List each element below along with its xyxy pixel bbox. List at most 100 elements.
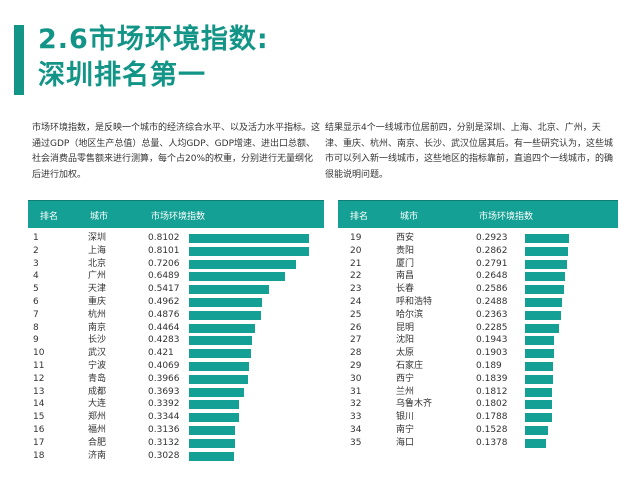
- header-city: 城市: [90, 212, 109, 222]
- city-cell: 西安: [396, 233, 415, 243]
- city-cell: 深圳: [88, 233, 107, 243]
- city-cell: 杭州: [88, 309, 107, 320]
- index-bar: [525, 374, 553, 384]
- index-bar: [189, 413, 239, 423]
- index-bar: [525, 234, 569, 243]
- index-bar: [525, 438, 546, 448]
- index-bar: [189, 361, 249, 371]
- table-row: 14 大连 0.3392: [28, 398, 324, 411]
- index-bar: [189, 336, 252, 346]
- index-bar: [525, 387, 552, 397]
- rank-cell: 2: [33, 245, 39, 256]
- rank-cell: 4: [33, 271, 39, 282]
- index-value-cell: 0.1528: [476, 424, 508, 435]
- index-value-cell: 0.4464: [148, 322, 180, 333]
- rank-cell: 7: [33, 309, 39, 320]
- city-cell: 南京: [88, 322, 107, 333]
- table-row: 7 杭州 0.4876: [28, 309, 324, 322]
- rank-cell: 16: [33, 424, 45, 435]
- index-value-cell: 0.5417: [148, 284, 180, 295]
- table-row: 15 郑州 0.3344: [28, 411, 324, 424]
- rank-cell: 23: [350, 284, 362, 295]
- index-bar: [189, 234, 309, 243]
- city-cell: 西宁: [396, 373, 415, 384]
- table-row: 22 南昌 0.2648: [338, 270, 618, 283]
- rank-cell: 3: [33, 258, 39, 269]
- table-row: 8 南京 0.4464: [28, 322, 324, 335]
- header-index: 市场环境指数: [479, 212, 534, 222]
- index-bar: [189, 425, 235, 435]
- city-cell: 厦门: [396, 258, 415, 269]
- index-bar: [189, 310, 261, 320]
- index-bar: [525, 361, 553, 371]
- table-row: 2 上海 0.8101: [28, 245, 324, 258]
- table-row: 11 宁波 0.4069: [28, 360, 324, 373]
- index-bar: [189, 259, 296, 269]
- city-cell: 重庆: [88, 296, 107, 307]
- rank-cell: 20: [350, 245, 362, 256]
- city-cell: 长沙: [88, 335, 107, 346]
- city-cell: 青岛: [88, 373, 107, 384]
- index-value-cell: 0.3344: [148, 412, 180, 423]
- table-row: 29 石家庄 0.189: [338, 360, 618, 373]
- rank-cell: 11: [33, 360, 45, 371]
- index-value-cell: 0.3966: [148, 373, 180, 384]
- index-bar: [189, 438, 235, 448]
- index-value-cell: 0.1812: [476, 386, 508, 397]
- city-cell: 成都: [88, 386, 107, 397]
- index-value-cell: 0.2488: [476, 296, 508, 307]
- rank-cell: 25: [350, 309, 362, 320]
- index-value-cell: 0.1943: [476, 335, 508, 346]
- table-row: 23 长春 0.2586: [338, 283, 618, 296]
- city-cell: 沈阳: [396, 335, 415, 346]
- index-bar: [189, 272, 285, 282]
- rank-cell: 27: [350, 335, 362, 346]
- city-cell: 兰州: [396, 386, 415, 397]
- table-row: 1 深圳 0.8102: [28, 232, 324, 245]
- index-bar: [525, 349, 554, 359]
- table-header-left: 排名 城市 市场环境指数: [28, 200, 324, 228]
- ranking-table-left: 排名 城市 市场环境指数 1 深圳 0.8102 2 上海 0.8101 3 北京 0.7206…: [28, 200, 324, 462]
- intro-paragraph-left: 市场环境指数，是反映一个城市的经济综合水平、以及活力水平指标。这通过GDP（地区…: [32, 123, 321, 180]
- rank-cell: 30: [350, 373, 362, 384]
- city-cell: 天津: [88, 284, 107, 295]
- header-city: 城市: [400, 212, 419, 222]
- table-row: 35 海口 0.1378: [338, 437, 618, 450]
- title-accent-bar: [14, 25, 24, 95]
- title-line-2: 深圳排名第一: [38, 60, 206, 91]
- rank-cell: 22: [350, 271, 362, 282]
- index-bar: [525, 425, 548, 435]
- index-bar: [189, 297, 262, 307]
- index-bar: [189, 451, 234, 461]
- city-cell: 呼和浩特: [396, 296, 433, 307]
- rank-cell: 10: [33, 348, 45, 359]
- index-bar: [189, 349, 251, 359]
- index-bar: [525, 323, 559, 333]
- index-value-cell: 0.189: [476, 360, 502, 371]
- rank-cell: 33: [350, 412, 362, 423]
- index-value-cell: 0.6489: [148, 271, 180, 282]
- table-row: 12 青岛 0.3966: [28, 373, 324, 386]
- city-cell: 武汉: [88, 348, 107, 359]
- city-cell: 济南: [88, 450, 107, 461]
- index-value-cell: 0.3136: [148, 424, 180, 435]
- city-cell: 南昌: [396, 271, 415, 282]
- city-cell: 贵阳: [396, 245, 415, 256]
- rank-cell: 32: [350, 399, 362, 410]
- table-row: 30 西宁 0.1839: [338, 373, 618, 386]
- index-value-cell: 0.8101: [148, 245, 180, 256]
- title-line-1: 2.6市场环境指数:: [38, 24, 269, 55]
- index-bar: [525, 272, 565, 282]
- table-row: 18 济南 0.3028: [28, 450, 324, 463]
- index-value-cell: 0.3392: [148, 399, 180, 410]
- index-value-cell: 0.4876: [148, 309, 180, 320]
- index-value-cell: 0.1802: [476, 399, 508, 410]
- index-bar: [189, 323, 255, 333]
- table-row: 34 南宁 0.1528: [338, 424, 618, 437]
- index-bar: [525, 246, 568, 256]
- rank-cell: 24: [350, 296, 362, 307]
- index-value-cell: 0.2648: [476, 271, 508, 282]
- rank-cell: 1: [33, 233, 39, 243]
- rank-cell: 14: [33, 399, 45, 410]
- table-row: 6 重庆 0.4962: [28, 296, 324, 309]
